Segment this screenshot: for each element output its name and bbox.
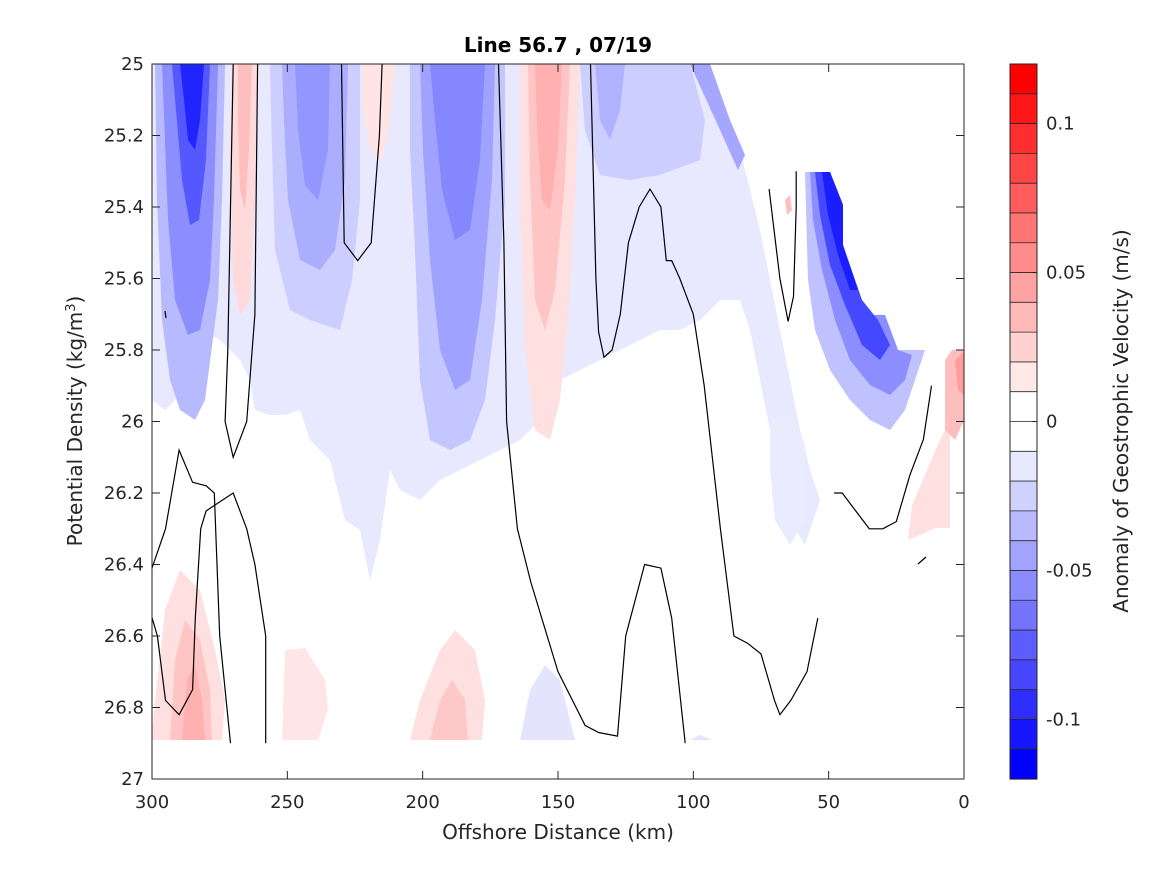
colorbar-level <box>1010 391 1037 423</box>
contour-fragment <box>164 310 167 319</box>
colorbar-tick-label: 0 <box>1046 412 1057 433</box>
contour-fill-neg-20 <box>690 735 712 740</box>
contour-fill-neg-19 <box>520 665 575 740</box>
y-tick-label: 27 <box>121 769 144 790</box>
x-tick-label: 150 <box>541 792 575 813</box>
y-tick-label: 25 <box>121 54 144 75</box>
colorbar-level <box>1010 272 1037 303</box>
y-tick-label: 25.2 <box>104 126 144 147</box>
colorbar-level <box>1010 212 1037 244</box>
colorbar-level <box>1010 361 1037 393</box>
y-axis-label-main: Potential Density (kg/m <box>63 312 87 547</box>
colorbar <box>1010 63 1037 780</box>
contour-fill-neg-10 <box>430 64 485 240</box>
contour-fill-pos-11 <box>410 630 485 740</box>
colorbar-level <box>1010 749 1037 780</box>
colorbar-level <box>1010 540 1037 572</box>
colorbar-level <box>1010 600 1037 631</box>
zero-contour-5 <box>497 64 686 744</box>
x-tick-label: 250 <box>270 792 304 813</box>
x-axis-label: Offshore Distance (km) <box>442 820 674 844</box>
colorbar-level <box>1010 302 1037 333</box>
colorbar-level <box>1010 510 1037 542</box>
y-tick-label: 26.8 <box>104 698 144 719</box>
colorbar-level <box>1010 421 1037 452</box>
zero-contour-lines <box>152 64 933 744</box>
colorbar-tick-label: 0.1 <box>1046 114 1075 135</box>
y-tick-label: 26.4 <box>104 555 144 576</box>
y-tick-label: 25.6 <box>104 269 144 290</box>
colorbar-label: Anomaly of Geostrophic Velocity (m/s) <box>1109 229 1133 612</box>
y-tick-label: 26 <box>121 412 144 433</box>
colorbar-tick-label: 0.05 <box>1046 263 1086 284</box>
contour-fill-pos-12 <box>430 680 468 740</box>
y-tick-label: 26.6 <box>104 626 144 647</box>
y-tick-label: 25.4 <box>104 197 144 218</box>
chart-title: Line 56.7 , 07/19 <box>464 33 652 57</box>
colorbar-level <box>1010 451 1037 482</box>
contour-fragment <box>917 556 927 565</box>
x-tick-label: 0 <box>958 792 969 813</box>
zero-contour-1 <box>152 447 232 744</box>
x-tick-label: 200 <box>405 792 439 813</box>
contour-fill-pos-10 <box>282 648 328 740</box>
y-axis-label-close: ) <box>63 296 87 304</box>
contour-fragments <box>164 310 927 565</box>
y-axis-label-superscript: 3 <box>64 303 79 311</box>
contour-fill-pos-6 <box>535 64 562 210</box>
colorbar-tick-label: -0.1 <box>1046 709 1081 730</box>
colorbar-level <box>1010 153 1037 184</box>
colorbar-level <box>1010 481 1037 512</box>
y-tick-label: 25.8 <box>104 340 144 361</box>
colorbar-level <box>1010 332 1037 363</box>
contour-fill-pos-13 <box>785 195 792 215</box>
colorbar-level <box>1010 689 1037 721</box>
zero-contour-7 <box>768 171 797 322</box>
x-axis: 300 250 200 150 100 50 0 <box>135 64 970 813</box>
colorbar-level <box>1010 242 1037 274</box>
contour-fill-pos-16 <box>955 352 964 395</box>
contour-fill-neg-17 <box>822 172 858 290</box>
contour-fill-pos-3 <box>362 64 395 160</box>
contour-fill-pos-9 <box>182 665 205 740</box>
zero-contour-8 <box>834 385 933 530</box>
contour-fill-neg-7 <box>295 64 330 200</box>
contour-fill-neg-4 <box>180 64 204 150</box>
colorbar-level <box>1010 659 1037 691</box>
y-axis: 25 25.2 25.4 25.6 25.8 26 26.2 26.4 26.6 26.8 27 <box>104 54 964 790</box>
x-tick-label: 50 <box>817 792 840 813</box>
colorbar-level <box>1010 183 1037 214</box>
colorbar-ticks: -0.1 -0.05 0 0.05 0.1 <box>1032 114 1093 730</box>
colorbar-level <box>1010 64 1037 95</box>
contour-fill-neg-12 <box>595 64 625 140</box>
x-tick-label: 100 <box>676 792 710 813</box>
zero-contour-4 <box>340 64 383 262</box>
colorbar-level <box>1010 719 1037 750</box>
zero-contour-6 <box>589 64 819 716</box>
contour-fill-pos-14 <box>908 420 950 540</box>
y-axis-label: Potential Density (kg/m3) <box>63 296 87 547</box>
colorbar-level <box>1010 123 1037 154</box>
zero-contour-3 <box>152 492 267 744</box>
zero-contour-2 <box>224 64 259 460</box>
colorbar-level <box>1010 570 1037 601</box>
colorbar-tick-label: -0.05 <box>1046 560 1093 581</box>
colorbar-level <box>1010 93 1037 125</box>
x-tick-label: 300 <box>135 792 169 813</box>
contour-fill-neg-18 <box>770 415 805 545</box>
contour-fill-pos-2 <box>238 64 252 210</box>
colorbar-level <box>1010 630 1037 661</box>
y-tick-label: 26.2 <box>104 483 144 504</box>
contour-fill-neg-13 <box>690 64 745 170</box>
